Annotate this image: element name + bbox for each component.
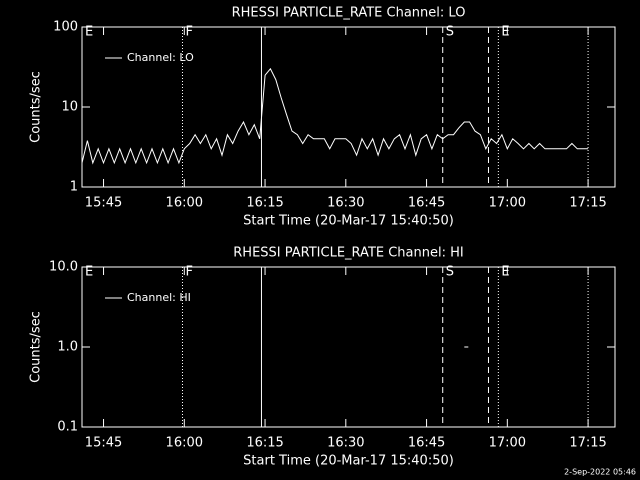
legend-label: Channel: HI — [127, 291, 191, 304]
y-tick-label: 1 — [70, 180, 78, 195]
footer: 2-Sep-2022 05:46 — [564, 468, 636, 477]
legend-label: Channel: LO — [127, 51, 194, 64]
data-line — [81, 67, 589, 165]
x-axis-label: Start Time (20-Mar-17 15:40:50) — [243, 454, 454, 469]
x-tick-label: 16:30 — [327, 196, 364, 211]
chart-title: RHESSI PARTICLE_RATE Channel: HI — [233, 246, 463, 261]
y-tick-label: 1.0 — [57, 340, 78, 355]
x-tick-label: 16:15 — [246, 196, 283, 211]
event-label: E — [501, 25, 509, 40]
event-label: S — [446, 25, 454, 40]
y-axis-label: Counts/sec — [29, 71, 44, 143]
event-label: E — [85, 25, 93, 40]
x-tick-label: 16:00 — [166, 436, 203, 451]
x-tick-label: 15:45 — [85, 436, 122, 451]
y-axis-label: Counts/sec — [29, 311, 44, 383]
x-tick-label: 16:45 — [408, 196, 445, 211]
x-tick-label: 16:15 — [246, 436, 283, 451]
y-tick-label: 10.0 — [49, 260, 78, 275]
y-tick-label: 10 — [61, 100, 78, 115]
y-tick-label: 0.1 — [57, 420, 78, 435]
x-tick-label: 17:15 — [569, 196, 606, 211]
x-tick-label: 17:00 — [489, 436, 526, 451]
event-label: S — [446, 265, 454, 280]
x-tick-label: 16:30 — [327, 436, 364, 451]
x-tick-label: 15:45 — [85, 196, 122, 211]
x-tick-label: 17:15 — [569, 436, 606, 451]
event-label: F — [185, 265, 192, 280]
event-label: F — [185, 25, 192, 40]
x-tick-label: 16:45 — [408, 436, 445, 451]
event-label: E — [501, 265, 509, 280]
y-tick-label: 100 — [53, 20, 78, 35]
event-label: E — [85, 265, 93, 280]
x-tick-label: 16:00 — [166, 196, 203, 211]
x-tick-label: 17:00 — [489, 196, 526, 211]
chart-title: RHESSI PARTICLE_RATE Channel: LO — [232, 6, 466, 21]
x-axis-label: Start Time (20-Mar-17 15:40:50) — [243, 214, 454, 229]
